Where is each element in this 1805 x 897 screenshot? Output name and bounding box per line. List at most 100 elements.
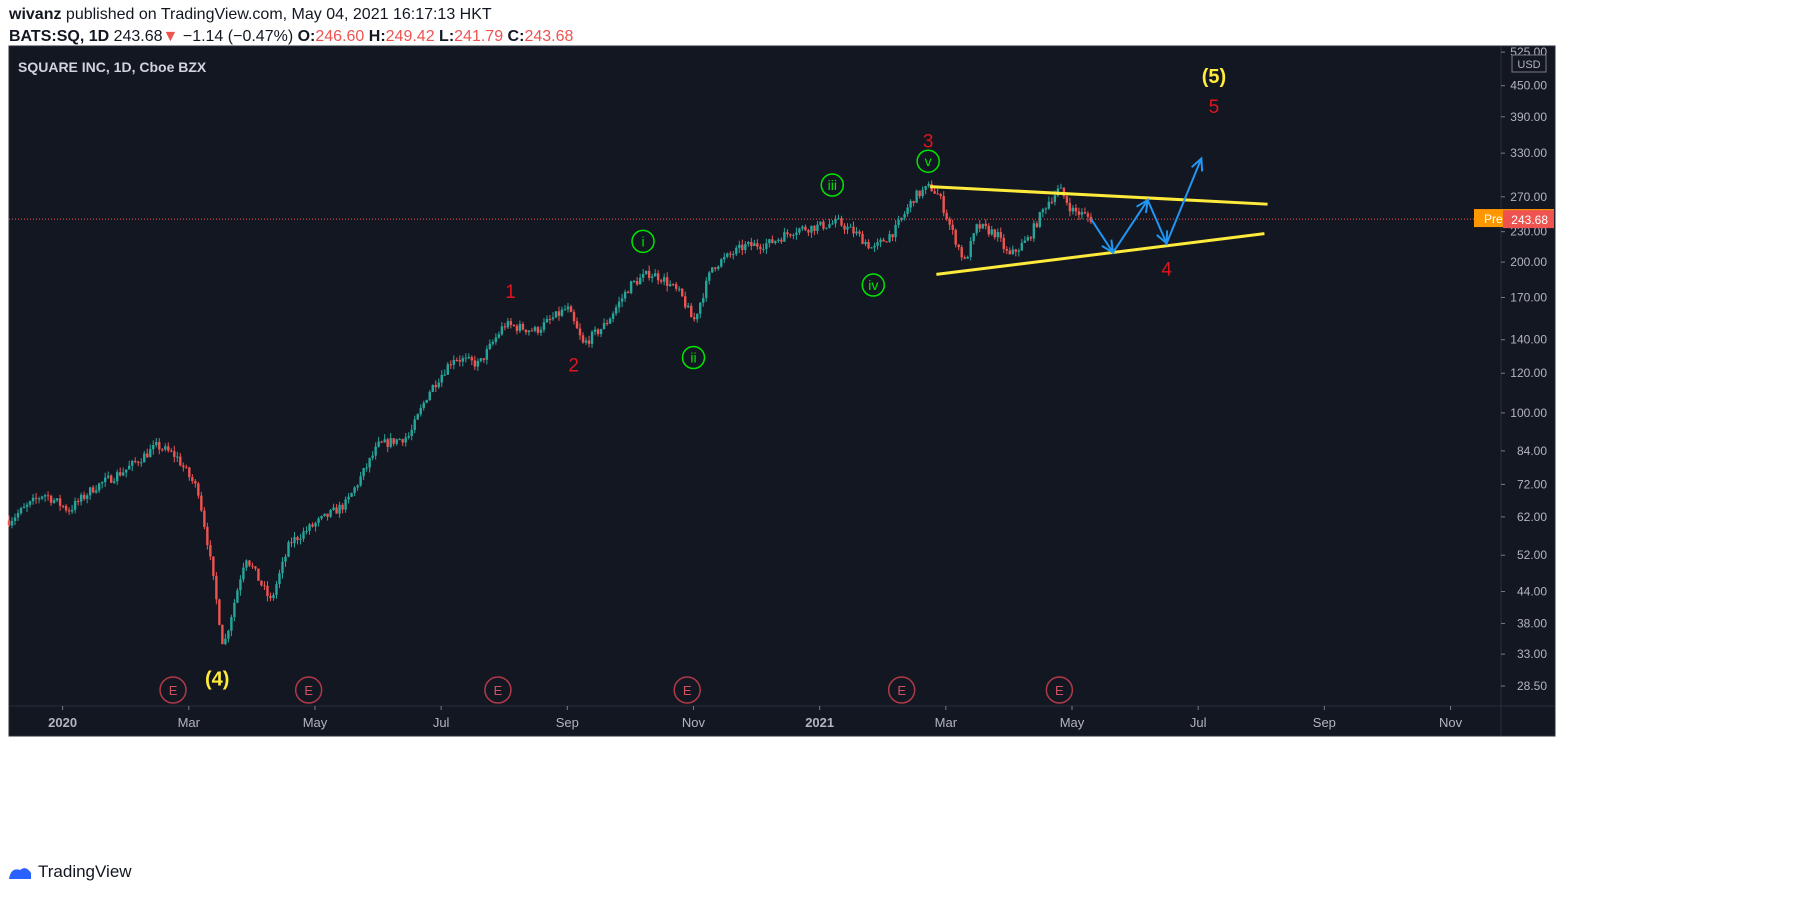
candle-body xyxy=(951,224,954,230)
candle-body xyxy=(275,584,278,595)
candle-body xyxy=(311,524,314,527)
candle-body xyxy=(452,359,455,365)
candle-body xyxy=(614,307,618,314)
candle-body xyxy=(281,561,284,574)
candle-body xyxy=(488,343,492,349)
candle-body xyxy=(365,467,368,469)
x-tick-label: May xyxy=(1060,715,1085,730)
candle-body xyxy=(735,247,738,255)
candles xyxy=(7,180,1093,646)
candle-body xyxy=(164,446,167,450)
candle-body xyxy=(152,445,155,450)
candle-body xyxy=(383,439,386,443)
candle-body xyxy=(43,495,47,497)
candle-body xyxy=(903,213,906,218)
candle-body xyxy=(344,499,347,510)
price-axis[interactable]: 525.00450.00390.00330.00270.00230.00200.… xyxy=(1474,45,1554,693)
candle-body xyxy=(278,573,281,585)
down-arrow-icon: ▼ xyxy=(162,28,179,45)
candle-body xyxy=(431,384,434,392)
candle-body xyxy=(762,248,765,250)
candle-body xyxy=(879,239,882,243)
y-tick-label: 270.00 xyxy=(1510,190,1547,204)
candle-body xyxy=(960,247,963,258)
candle-body xyxy=(188,467,191,478)
candle-body xyxy=(1041,209,1045,213)
candle-body xyxy=(284,556,287,562)
candle-body xyxy=(209,545,212,557)
symbol-info: BATS:SQ, 1D 243.68▼ −1.14 (−0.47%) O:246… xyxy=(9,28,573,46)
candle-body xyxy=(428,391,431,401)
candle-body xyxy=(945,212,948,219)
earnings-marker xyxy=(484,676,512,704)
candle-body xyxy=(140,462,143,464)
footer-brand[interactable]: TradingView xyxy=(38,862,132,881)
candle-body xyxy=(458,360,462,362)
candle-body xyxy=(347,496,350,500)
candle-body xyxy=(1020,242,1024,251)
earnings-label: E xyxy=(897,683,906,698)
published-text: published on TradingView.com, May 04, 20… xyxy=(65,6,492,23)
candle-body xyxy=(554,311,558,318)
candle-body xyxy=(662,277,666,282)
earnings-marker xyxy=(673,676,701,704)
candle-body xyxy=(999,232,1002,238)
candle-body xyxy=(173,451,176,457)
candle-body xyxy=(314,522,317,527)
candle-body xyxy=(58,498,62,506)
candle-body xyxy=(674,284,678,289)
candle-body xyxy=(966,256,969,259)
candle-body xyxy=(963,257,966,259)
candle-body xyxy=(1038,212,1042,227)
candle-body xyxy=(978,224,981,229)
candle-body xyxy=(789,234,792,236)
candle-body xyxy=(771,239,774,243)
candle-body xyxy=(356,485,359,488)
y-tick-label: 100.00 xyxy=(1510,406,1547,420)
candle-body xyxy=(918,190,921,197)
candle-body xyxy=(681,288,684,297)
candle-body xyxy=(112,481,116,483)
candle-body xyxy=(557,311,561,316)
x-tick-label: Nov xyxy=(1439,715,1463,730)
candle-body xyxy=(25,504,29,507)
trendline xyxy=(929,185,1268,206)
candle-body xyxy=(239,579,242,591)
candle-body xyxy=(500,326,504,335)
candle-body xyxy=(632,281,636,283)
candle-body xyxy=(837,218,840,220)
symbol-label[interactable]: BATS:SQ, 1D xyxy=(9,28,110,45)
candle-body xyxy=(533,327,537,331)
candle-body xyxy=(170,450,173,452)
candle-body xyxy=(248,560,251,566)
chart-title: SQUARE INC, 1D, Cboe BZX xyxy=(18,59,207,75)
candle-body xyxy=(49,495,53,503)
candle-body xyxy=(647,270,651,278)
candle-body xyxy=(714,267,717,269)
candle-body xyxy=(272,594,275,599)
candle-body xyxy=(293,537,296,544)
earnings-label: E xyxy=(683,683,692,698)
y-tick-label: 33.00 xyxy=(1517,647,1547,661)
time-axis[interactable]: 2020 Mar May Jul Sep Nov 2021 Mar May Jul Sep Nov xyxy=(48,706,1463,730)
y-tick-label: 28.50 xyxy=(1517,679,1547,693)
publisher-name[interactable]: wivanz xyxy=(9,6,62,23)
candle-body xyxy=(76,500,80,502)
earnings-label: E xyxy=(304,683,313,698)
x-tick-label: Sep xyxy=(556,715,579,730)
candle-body xyxy=(97,483,101,491)
y-tick-label: 330.00 xyxy=(1510,146,1547,160)
candle-body xyxy=(807,230,810,233)
candle-body xyxy=(28,501,32,505)
candle-body xyxy=(548,318,552,320)
candle-body xyxy=(518,323,522,331)
candle-body xyxy=(410,429,413,437)
candle-body xyxy=(103,477,107,483)
candle-body xyxy=(167,446,170,451)
candle-body xyxy=(185,467,188,469)
candle-body xyxy=(7,520,11,526)
candle-body xyxy=(641,273,645,278)
candle-body xyxy=(1014,249,1018,252)
candle-body xyxy=(305,530,308,532)
